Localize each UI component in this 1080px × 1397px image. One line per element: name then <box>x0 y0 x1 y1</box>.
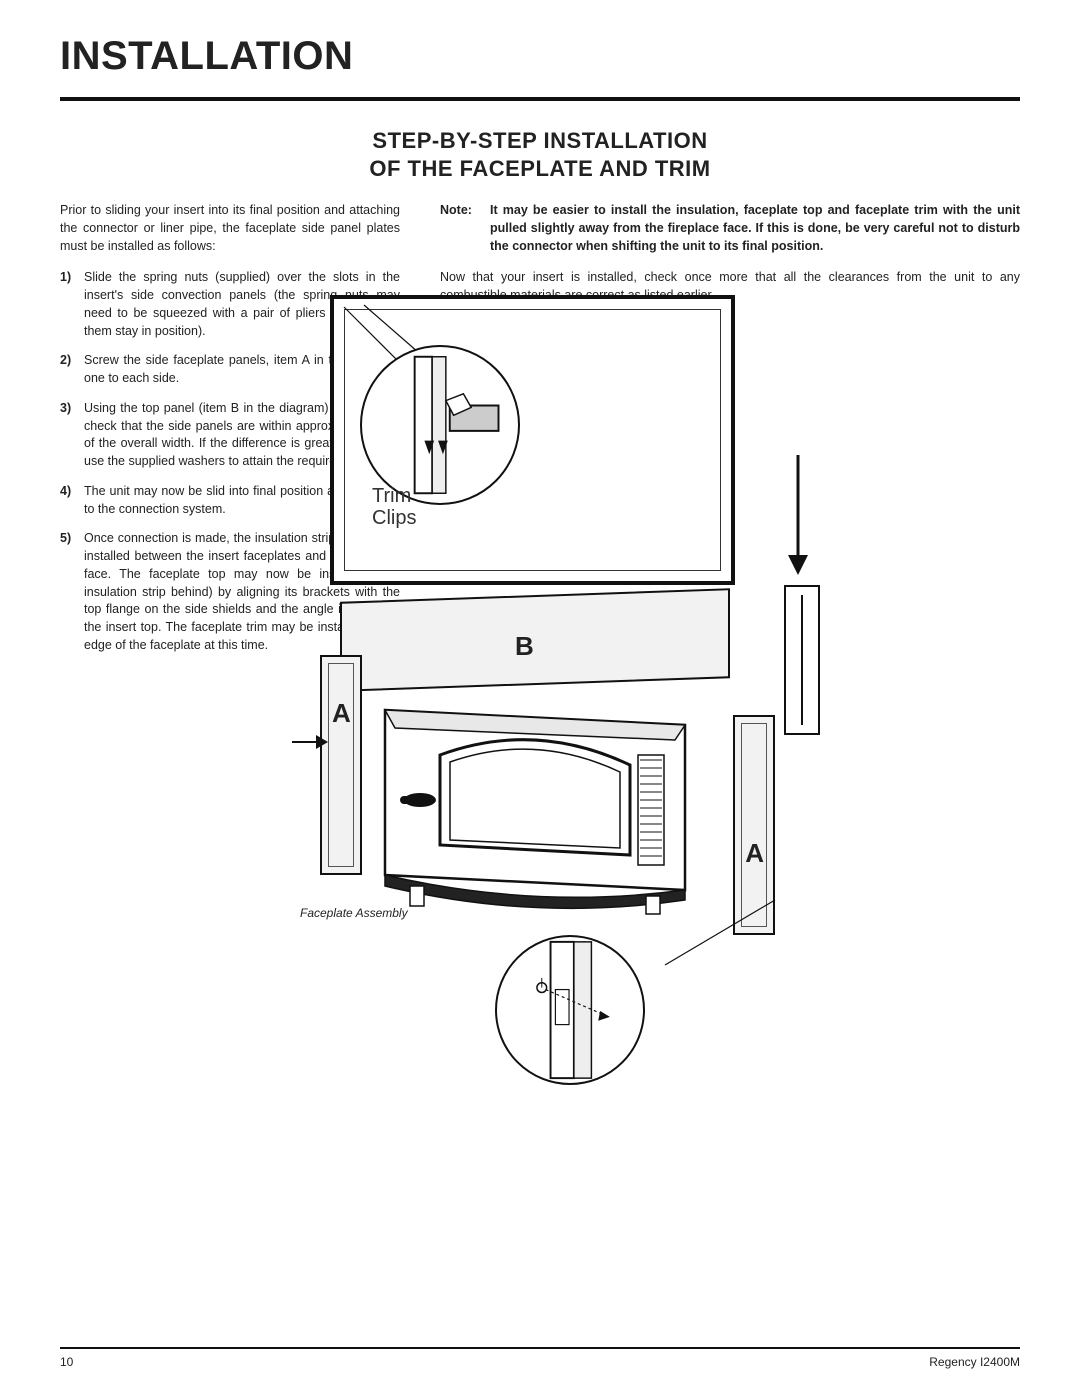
detail-circle-top <box>360 345 520 505</box>
detail-circle-bottom <box>495 935 645 1085</box>
note-text: It may be easier to install the insulati… <box>490 202 1020 255</box>
right-trim-clip <box>784 585 820 735</box>
page: INSTALLATION STEP-BY-STEP INSTALLATION O… <box>0 0 1080 1397</box>
section-heading-line2: OF THE FACEPLATE AND TRIM <box>60 155 1020 183</box>
arrow-down-icon <box>786 455 810 575</box>
label-a-left: A <box>332 695 351 732</box>
note-label: Note: <box>440 202 490 255</box>
step-number: 2) <box>60 352 84 388</box>
diagram-caption: Faceplate Assembly <box>300 905 408 922</box>
panel-a-right-inner <box>741 723 767 927</box>
note-block: Note: It may be easier to install the in… <box>440 202 1020 255</box>
step-number: 4) <box>60 483 84 519</box>
step-number: 3) <box>60 400 84 471</box>
faceplate-diagram: Trim Clips B A <box>310 295 850 1115</box>
step-number: 5) <box>60 530 84 654</box>
trim-clips-label: Trim Clips <box>372 485 416 529</box>
section-heading-line1: STEP-BY-STEP INSTALLATION <box>60 127 1020 155</box>
right-column: Note: It may be easier to install the in… <box>440 202 1020 1115</box>
label-b: B <box>515 628 534 665</box>
step-number: 1) <box>60 269 84 340</box>
page-footer: 10 Regency I2400M <box>60 1347 1020 1369</box>
footer-rule <box>60 1347 1020 1349</box>
panel-b <box>340 588 730 692</box>
title-rule <box>60 97 1020 101</box>
intro-paragraph: Prior to sliding your insert into its fi… <box>60 202 400 255</box>
section-heading: STEP-BY-STEP INSTALLATION OF THE FACEPLA… <box>60 127 1020 182</box>
footer-row: 10 Regency I2400M <box>60 1355 1020 1369</box>
model-name: Regency I2400M <box>929 1355 1020 1369</box>
page-number: 10 <box>60 1355 73 1369</box>
panel-a-right <box>733 715 775 935</box>
stove-body <box>370 700 700 915</box>
panel-a-left <box>320 655 362 875</box>
content-columns: Prior to sliding your insert into its fi… <box>60 202 1020 1115</box>
page-title: INSTALLATION <box>60 34 1020 79</box>
panel-a-left-inner <box>328 663 354 867</box>
trim-label-line1: Trim <box>372 485 411 507</box>
trim-label-line2: Clips <box>372 507 416 529</box>
arrow-a-left-icon <box>292 733 328 751</box>
label-a-right: A <box>745 835 764 872</box>
